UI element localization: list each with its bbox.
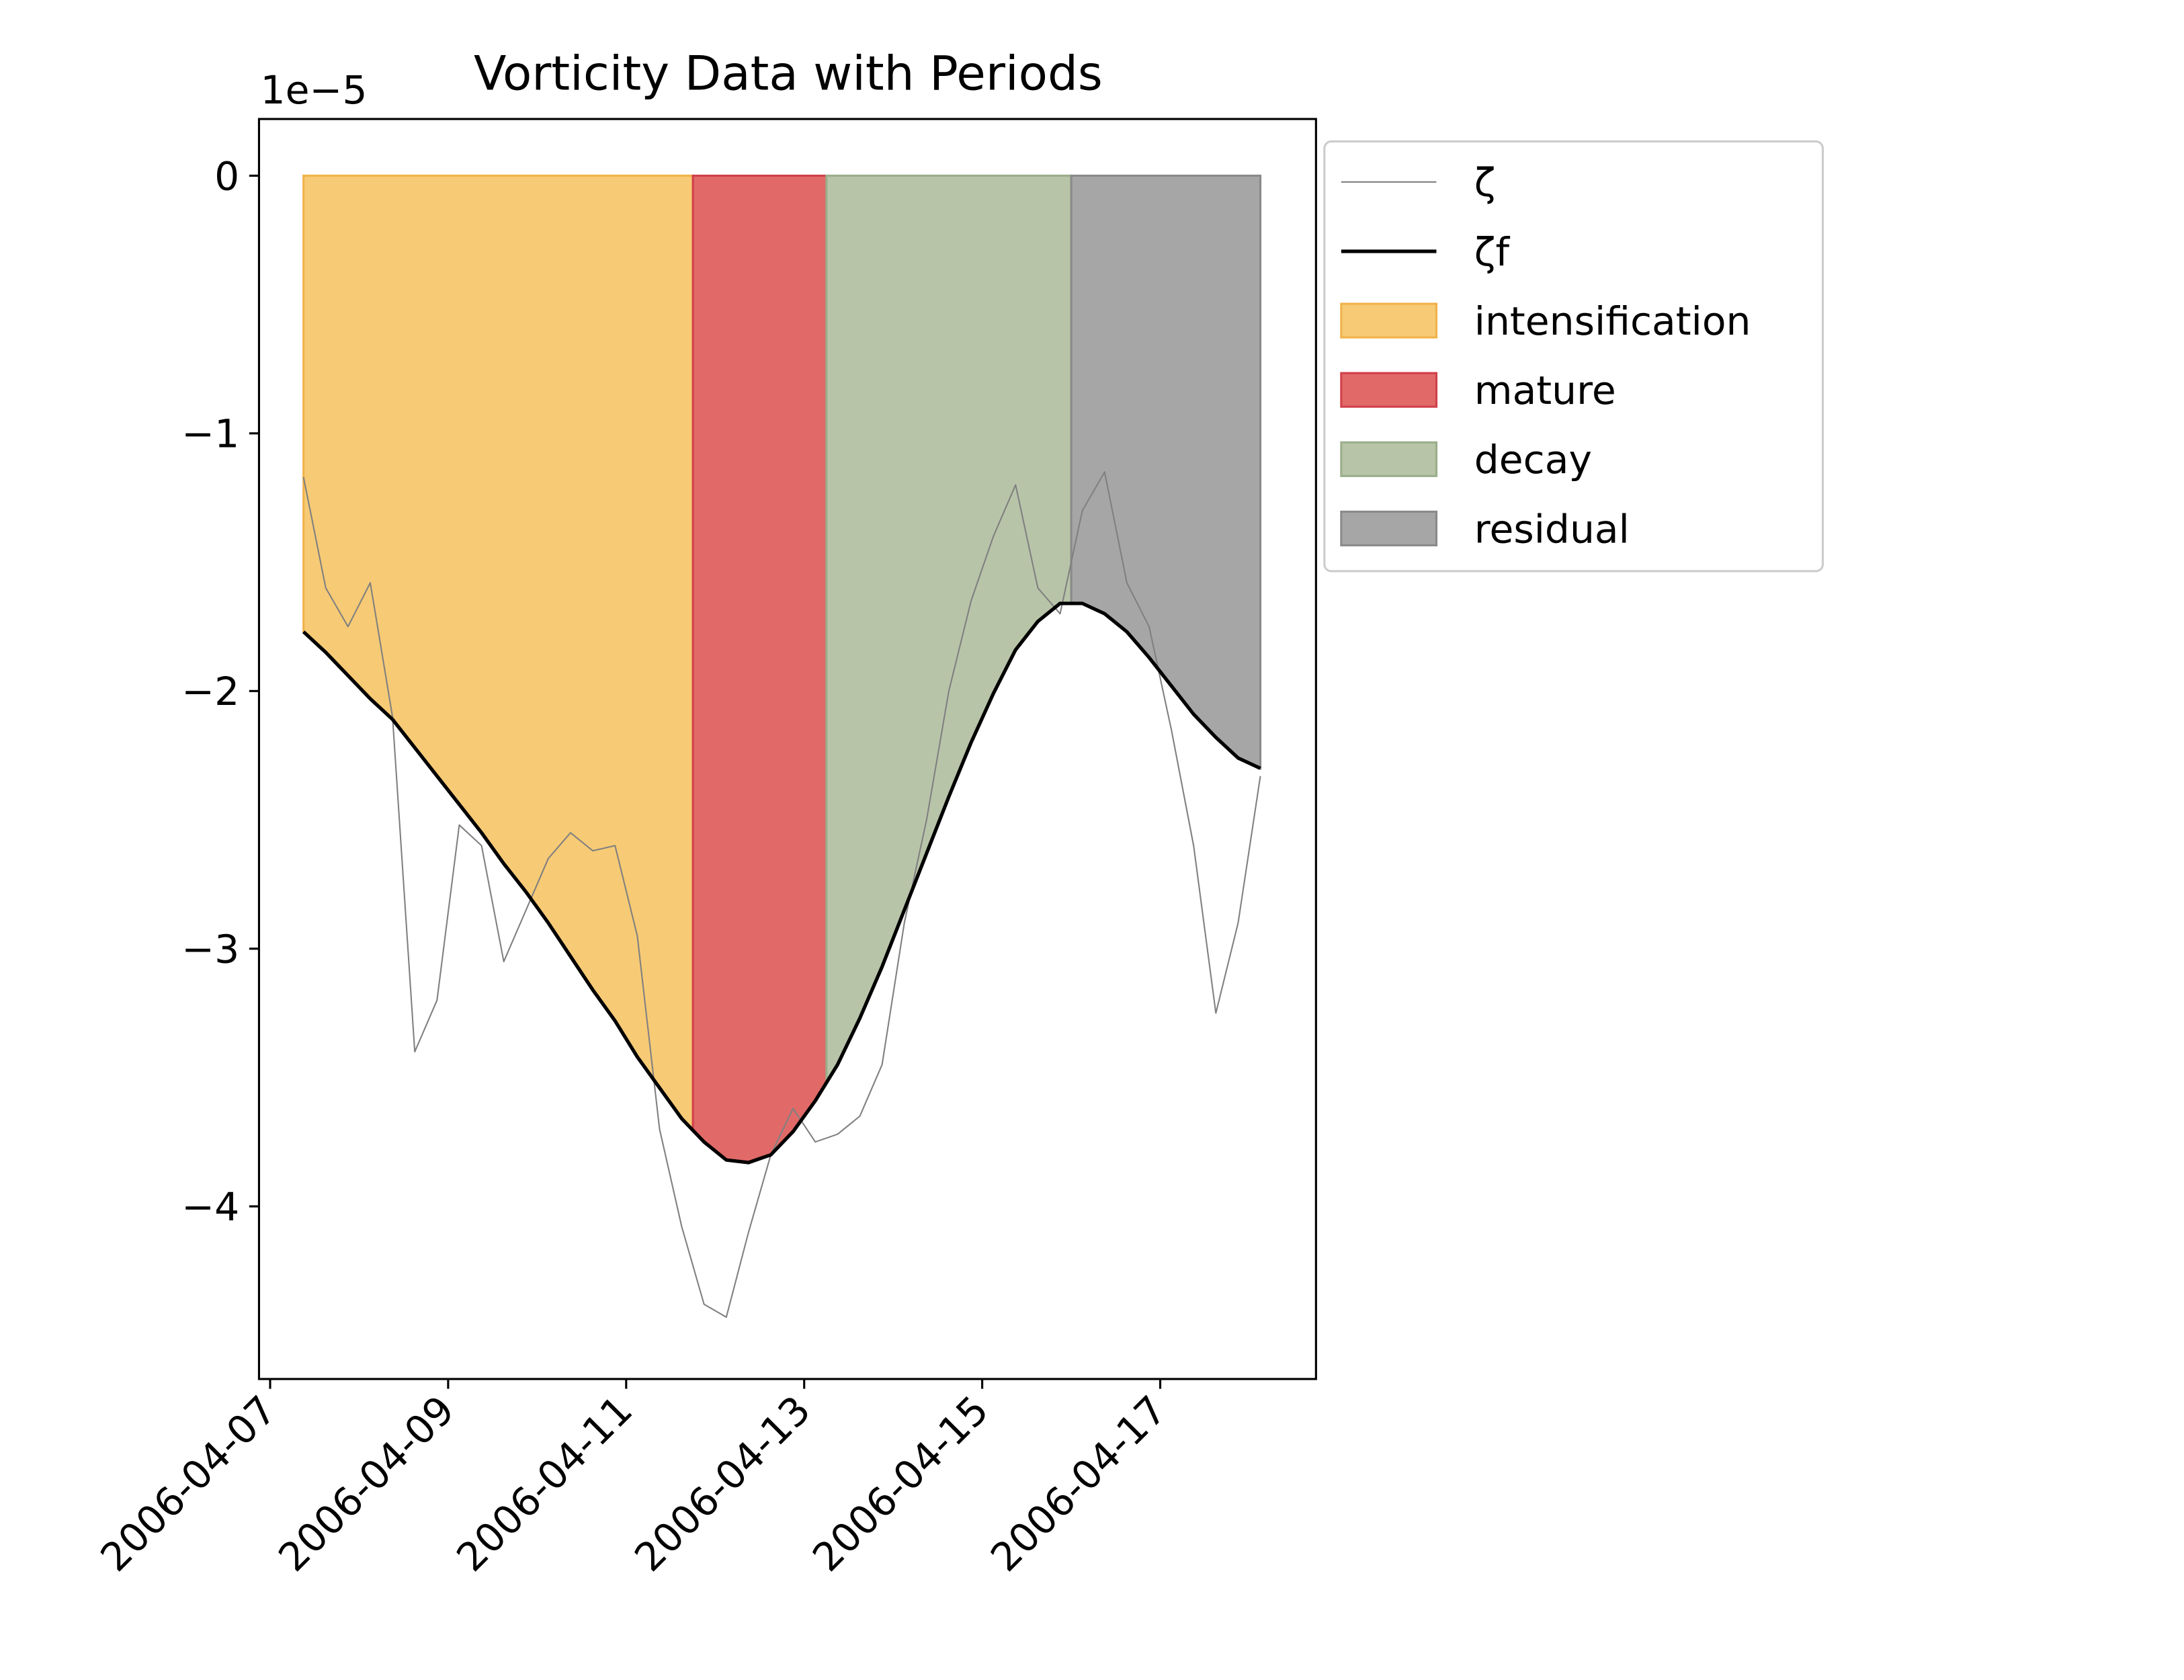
series-line	[302, 471, 1261, 1318]
legend-swatch	[1340, 441, 1438, 477]
x-tick-label: 2006-04-09	[270, 1387, 464, 1581]
y-tick-label: −2	[181, 669, 239, 714]
y-tick-label: −3	[181, 927, 239, 972]
legend-label: mature	[1474, 368, 1616, 413]
legend: ζ ζf intensification mature decay residual	[1323, 140, 1824, 573]
chart-title: Vorticity Data with Periods	[474, 45, 1103, 101]
series-line	[302, 601, 1261, 1165]
legend-label: intensification	[1474, 298, 1751, 344]
x-tick-label: 2006-04-17	[982, 1387, 1175, 1581]
offset-text: 1e−5	[261, 67, 368, 113]
legend-label: decay	[1474, 437, 1592, 482]
legend-label: ζf	[1474, 229, 1511, 275]
legend-frame	[1323, 140, 1824, 573]
y-tick-label: 0	[214, 153, 239, 199]
period-area	[825, 174, 1073, 1087]
legend-swatch	[1340, 510, 1438, 547]
period-area	[302, 174, 694, 1133]
legend-label: ζ	[1474, 160, 1496, 206]
y-tick-label: −4	[181, 1184, 239, 1230]
x-tick-label: 2006-04-15	[804, 1387, 997, 1581]
legend-label: residual	[1474, 506, 1630, 552]
x-tick-label: 2006-04-07	[92, 1387, 286, 1581]
legend-swatch	[1340, 302, 1438, 339]
legend-swatch	[1340, 372, 1438, 408]
x-tick-label: 2006-04-11	[448, 1387, 641, 1581]
x-tick-label: 2006-04-13	[626, 1387, 819, 1581]
y-tick-label: −1	[181, 411, 239, 457]
period-area	[691, 174, 828, 1164]
plot-frame	[257, 118, 1317, 1380]
